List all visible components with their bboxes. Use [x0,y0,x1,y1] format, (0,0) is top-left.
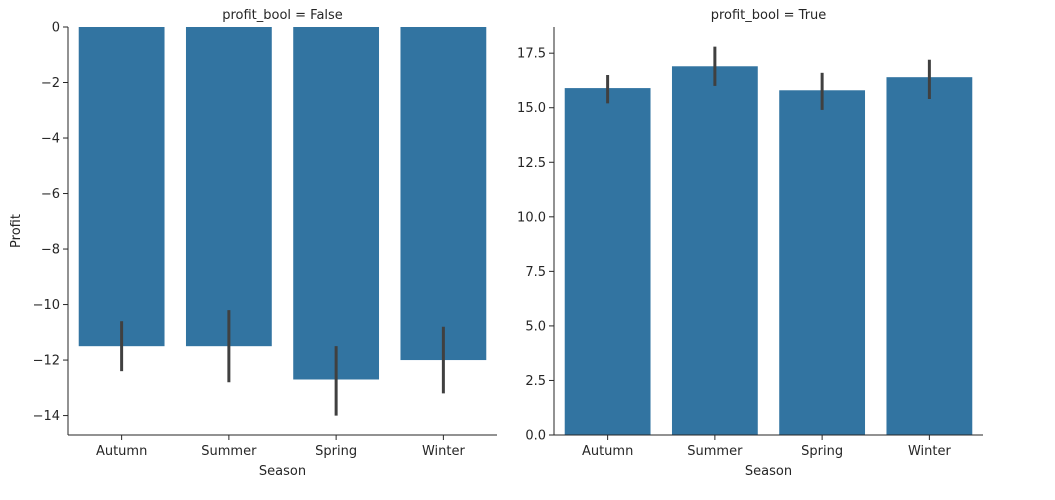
bar-spring [779,90,866,435]
x-tick-label: Summer [687,444,743,459]
bar-winter [400,27,487,361]
bar-spring [293,27,380,380]
y-tick-label: 15.0 [517,101,546,116]
y-tick-label: 17.5 [517,47,546,62]
x-axis-label: Season [259,464,306,479]
y-tick-label: −4 [41,132,60,147]
y-tick-label: −6 [41,187,60,202]
panel-title: profit_bool = True [711,8,827,23]
x-tick-label: Autumn [582,444,633,459]
y-tick-label: 0 [52,21,60,36]
panel-2 [549,27,983,440]
panel-1 [63,26,497,440]
x-tick-label: Autumn [96,444,147,459]
x-tick-label: Spring [315,444,357,459]
x-tick-label: Winter [422,444,466,459]
y-tick-label: 2.5 [525,374,546,389]
bar-winter [886,77,973,435]
y-tick-label: 7.5 [525,265,546,280]
y-tick-label: −14 [33,409,60,424]
x-tick-label: Winter [908,444,952,459]
x-tick-label: Summer [201,444,257,459]
panel-title: profit_bool = False [222,8,343,23]
bar-autumn [78,27,165,347]
y-tick-label: 5.0 [525,319,546,334]
y-tick-label: 12.5 [517,156,546,171]
y-tick-label: 10.0 [517,210,546,225]
y-tick-label: −8 [41,243,60,258]
y-axis-label: Profit [9,214,24,248]
bar-summer [185,27,272,347]
y-tick-label: 0.0 [525,429,546,444]
y-tick-label: −12 [33,354,60,369]
bar-summer [671,66,758,435]
y-tick-label: −2 [41,76,60,91]
x-tick-label: Spring [801,444,843,459]
y-tick-label: −10 [33,298,60,313]
bar-autumn [564,88,651,435]
x-axis-label: Season [745,464,792,479]
